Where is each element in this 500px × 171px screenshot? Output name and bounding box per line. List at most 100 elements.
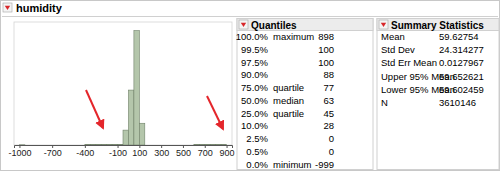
quantile-percent: 0.0% (246, 159, 268, 170)
quantile-percent: 90.0% (241, 69, 268, 80)
quantile-percent: 0.5% (246, 146, 268, 157)
summary-value: 24.314277 (439, 44, 484, 55)
report-frame (1, 1, 500, 171)
histogram-bar (210, 144, 215, 145)
histogram-bar (90, 144, 95, 145)
quantile-label: quartile (273, 108, 304, 119)
histogram-bar (150, 145, 155, 146)
histogram-bar (134, 31, 139, 145)
quantiles-table: 100.0%maximum89899.5%10097.5%10090.0%887… (236, 31, 334, 170)
summary-label: N (381, 97, 388, 108)
x-tick: 300 (154, 145, 169, 158)
histogram-bar (183, 145, 188, 146)
quantile-value: 100 (318, 57, 334, 68)
quantile-value: -999 (315, 159, 334, 170)
histogram-bar (69, 145, 74, 146)
quantile-label: minimum (273, 159, 312, 170)
quantiles-header (237, 19, 373, 31)
x-tick-label: 700 (198, 148, 213, 158)
quantile-value: 898 (318, 31, 334, 42)
histogram-bar (194, 144, 199, 145)
plot-frame (14, 22, 232, 145)
quantile-value: 0 (329, 146, 334, 157)
x-axis: -1000 -700 -400 -100 100 300 500 700 900 (8, 145, 234, 158)
histogram-bar (19, 144, 24, 145)
histogram-bar (107, 144, 112, 145)
summary-menu[interactable] (379, 20, 388, 29)
summary-label: Std Dev (381, 44, 415, 55)
histogram-bar (145, 145, 150, 146)
histogram-bar (205, 144, 210, 145)
quantile-percent: 97.5% (241, 57, 268, 68)
histogram-bar (25, 145, 30, 146)
summary-header (377, 19, 499, 31)
x-tick-label: 100 (132, 148, 147, 158)
histogram-bar (199, 144, 204, 145)
histogram-bar (161, 145, 166, 146)
histogram-bar (74, 145, 79, 146)
summary-label: Std Err Mean (381, 57, 437, 68)
summary-value: 3610146 (439, 97, 476, 108)
quantile-value: 0 (329, 133, 334, 144)
x-tick-label: 900 (220, 148, 235, 158)
humidity-menu[interactable] (3, 3, 12, 12)
histogram-bar (188, 145, 193, 146)
histogram-bar (101, 144, 106, 145)
histogram-bar (30, 145, 35, 146)
histogram-bar (128, 90, 133, 145)
report-title: humidity (16, 2, 63, 14)
histogram-bar (52, 145, 57, 146)
annotation-arrow (86, 90, 103, 128)
x-tick: -700 (44, 145, 62, 158)
quantile-percent: 100.0% (236, 31, 269, 42)
x-tick-label: -100 (109, 148, 127, 158)
histogram-bars (19, 31, 226, 145)
x-tick-label: -700 (44, 148, 62, 158)
histogram-bar (36, 145, 41, 146)
histogram-bar (112, 144, 117, 145)
x-tick: 900 (220, 145, 235, 158)
histogram-bar (221, 144, 226, 145)
histogram-bar (178, 145, 183, 146)
menu-triangle[interactable] (381, 23, 386, 27)
quantile-value: 45 (323, 108, 334, 119)
quantile-percent: 2.5% (246, 133, 268, 144)
summary-value: 59.62754 (439, 31, 479, 42)
quantile-value: 77 (323, 82, 334, 93)
annotation-arrow (207, 96, 223, 129)
quantiles-menu[interactable] (239, 20, 248, 29)
quantile-value: 28 (323, 120, 334, 131)
histogram-bar (139, 123, 144, 145)
menu-button[interactable] (239, 20, 248, 29)
quantile-label: maximum (273, 31, 314, 42)
histogram-bar (96, 144, 101, 145)
histogram-bar (85, 144, 90, 145)
menu-triangle[interactable] (241, 23, 246, 27)
histogram-bar (41, 145, 46, 146)
report: humidity -1000 -700 -400 -100 100 300 500 700 900… (0, 0, 500, 171)
histogram-bar (156, 145, 161, 146)
quantile-value: 63 (323, 95, 334, 106)
x-tick: -1000 (8, 145, 31, 158)
histogram-bar (118, 144, 123, 145)
summary-value: 0.0127967 (439, 57, 484, 68)
histogram-bar (63, 145, 68, 146)
x-tick: -100 (109, 145, 127, 158)
quantiles-title: Quantiles (251, 20, 297, 31)
summary-title: Summary Statistics (391, 20, 484, 31)
menu-triangle[interactable] (5, 6, 10, 10)
histogram-bar (123, 130, 128, 145)
x-tick-label: 300 (154, 148, 169, 158)
x-tick: 500 (176, 145, 191, 158)
quantile-label: quartile (273, 82, 304, 93)
quantile-percent: 99.5% (241, 44, 268, 55)
x-tick-label: -400 (76, 148, 94, 158)
summary-value: 59.652621 (439, 71, 484, 82)
menu-button[interactable] (379, 20, 388, 29)
x-tick-label: 500 (176, 148, 191, 158)
x-tick: 100 (132, 145, 147, 158)
x-tick: 700 (198, 145, 213, 158)
histogram-bar (216, 144, 221, 145)
menu-button[interactable] (3, 3, 12, 12)
quantile-percent: 10.0% (241, 120, 268, 131)
